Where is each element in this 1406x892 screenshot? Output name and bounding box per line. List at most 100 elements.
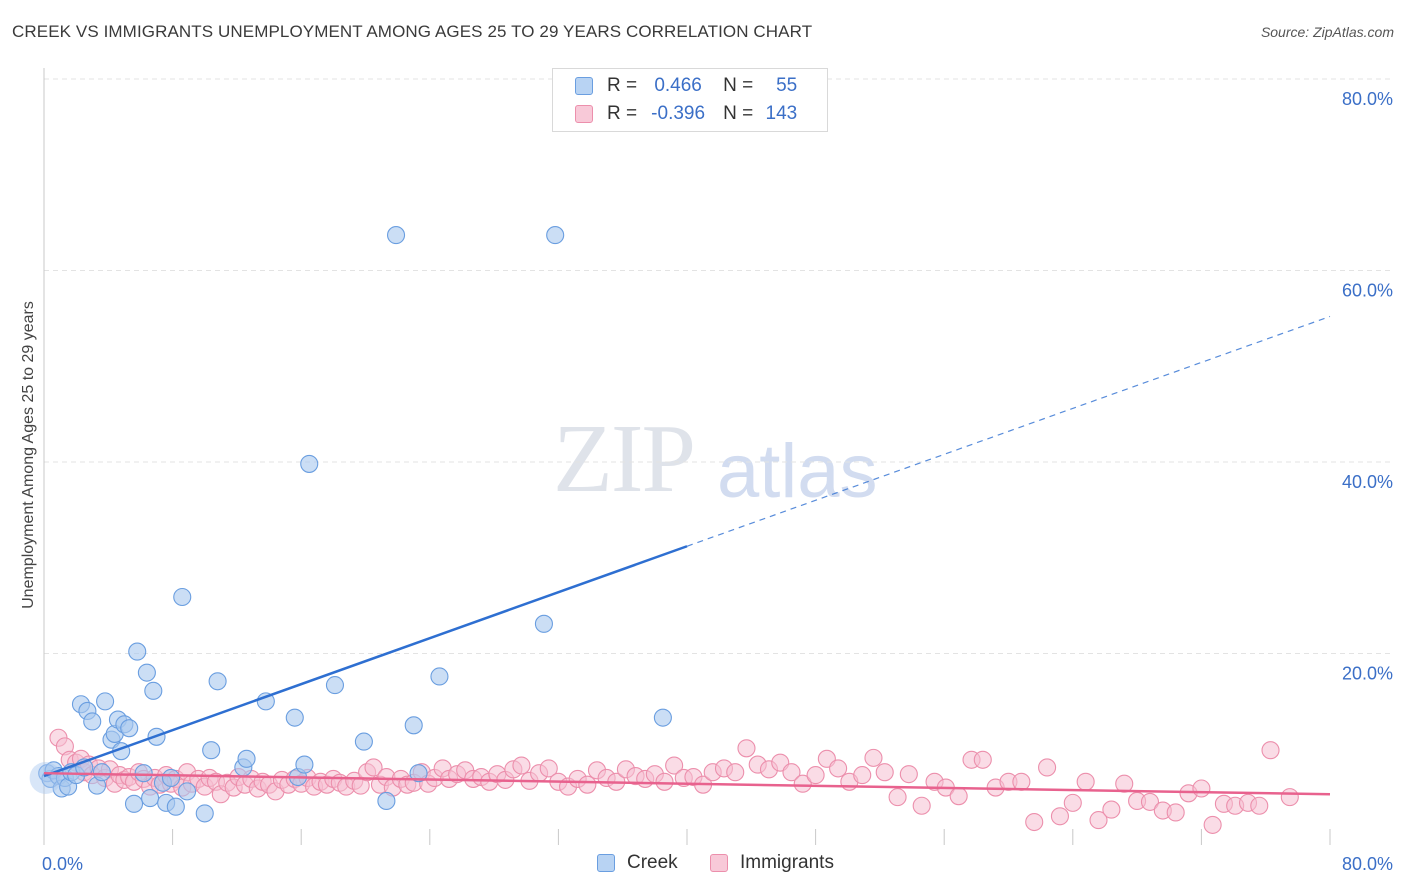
creek-point-cluster (29, 761, 62, 794)
creek-point (202, 741, 221, 760)
immigrants-point (737, 739, 756, 758)
creek-point (430, 667, 449, 686)
y-tick-label: 40.0% (1342, 472, 1393, 492)
creek-point (92, 763, 111, 782)
x-tick-label: 80.0% (1342, 854, 1393, 874)
creek-point (178, 782, 197, 801)
chart-title: CREEK VS IMMIGRANTS UNEMPLOYMENT AMONG A… (12, 22, 813, 41)
imm-n-label: N = (723, 103, 754, 124)
immigrants-point (665, 756, 684, 775)
immigrants-point (1140, 792, 1160, 811)
creek-point (96, 692, 115, 711)
y-tick-label: 80.0% (1342, 89, 1393, 109)
watermark-zip: ZIP (553, 405, 696, 513)
immigrants-point (864, 748, 883, 767)
creek-point (546, 226, 565, 245)
creek-point (295, 755, 314, 774)
y-axis-label: Unemployment Among Ages 25 to 29 years (20, 301, 37, 609)
watermark-atlas: atlas (717, 429, 878, 514)
creek-r-label: R = (607, 75, 638, 96)
creek-point (653, 708, 672, 727)
creek-point (386, 226, 406, 245)
immigrants-point (1250, 796, 1269, 815)
creek-point (137, 663, 156, 682)
creek-legend-icon (597, 854, 615, 872)
creek-point (285, 708, 304, 727)
creek-point (166, 797, 185, 816)
immigrants-point (888, 788, 907, 807)
immigrants-point (539, 759, 558, 778)
creek-point (377, 791, 396, 811)
creek-point (534, 614, 553, 633)
immigrants-point (1261, 741, 1280, 760)
creek-point (195, 804, 214, 823)
bottom-legend-immigrants: Immigrants (710, 852, 834, 874)
imm-r-label: R = (607, 103, 638, 124)
immigrants-point (1280, 788, 1299, 807)
immigrants-point (578, 775, 597, 794)
source-credit: Source: ZipAtlas.com (1260, 24, 1394, 40)
trend-lines (43, 315, 1331, 796)
immigrants-series (49, 728, 1299, 834)
immigrants-point (1038, 758, 1057, 777)
immigrants-legend-icon (710, 854, 728, 872)
creek-point (120, 719, 139, 738)
creek-point (161, 768, 181, 788)
x-tick-label: 0.0% (42, 854, 83, 874)
immigrants-point (806, 766, 825, 785)
immigrants-point (1192, 779, 1211, 798)
immigrants-point (949, 787, 968, 806)
immigrants-point (1063, 793, 1082, 812)
immigrants-trend-line (43, 771, 1331, 796)
y-tick-label: 20.0% (1342, 664, 1393, 684)
creek-trend-projection (686, 315, 1331, 547)
grid (44, 78, 1392, 654)
imm-r-value: -0.396 (651, 103, 706, 124)
immigrants-point (726, 763, 745, 782)
bottom-legend-creek: Creek (597, 852, 678, 874)
creek-point (325, 676, 345, 695)
creek-point (128, 642, 147, 661)
immigrants-point (1102, 800, 1121, 819)
legend-row-creek: R = 0.466 N = 55 (575, 74, 797, 98)
immigrants-point (899, 765, 918, 784)
immigrants-point (782, 763, 801, 782)
immigrants-point (912, 796, 931, 815)
creek-point (83, 712, 102, 731)
creek-series (29, 226, 672, 823)
immigrants-point (875, 763, 894, 782)
immigrants-point (973, 750, 992, 769)
creek-point (409, 764, 428, 783)
immigrants-point (1050, 807, 1069, 826)
creek-point (300, 454, 319, 473)
creek-r-value: 0.466 (654, 75, 702, 96)
immigrants-point (512, 756, 531, 775)
creek-legend-label: Creek (627, 852, 678, 873)
immigrants-point (1089, 811, 1108, 830)
creek-trend-line (43, 545, 688, 778)
creek-point (404, 716, 423, 735)
y-tick-label: 60.0% (1342, 281, 1393, 301)
imm-n-value: 143 (765, 103, 798, 124)
immigrants-point (1115, 774, 1134, 793)
creek-point (144, 681, 163, 700)
creek-point (134, 764, 153, 783)
immigrants-point (1025, 812, 1044, 832)
immigrants-point (853, 766, 872, 785)
immigrants-point (829, 759, 848, 778)
immigrants-point (1203, 815, 1222, 834)
immigrants-swatch-icon (575, 105, 593, 123)
creek-point (208, 672, 227, 691)
creek-point (124, 794, 144, 813)
creek-point (354, 732, 373, 751)
creek-swatch-icon (575, 77, 593, 95)
creek-point (237, 749, 256, 768)
immigrants-point (1166, 803, 1185, 822)
tick-labels: 20.0% 40.0% 60.0% 80.0% 0.0% 80.0% (42, 89, 1393, 874)
immigrants-point (655, 772, 674, 791)
immigrants-point (793, 774, 812, 793)
legend-row-immigrants: R = -0.396 N = 143 (575, 102, 797, 126)
creek-point (173, 587, 192, 607)
immigrants-point (364, 758, 383, 777)
